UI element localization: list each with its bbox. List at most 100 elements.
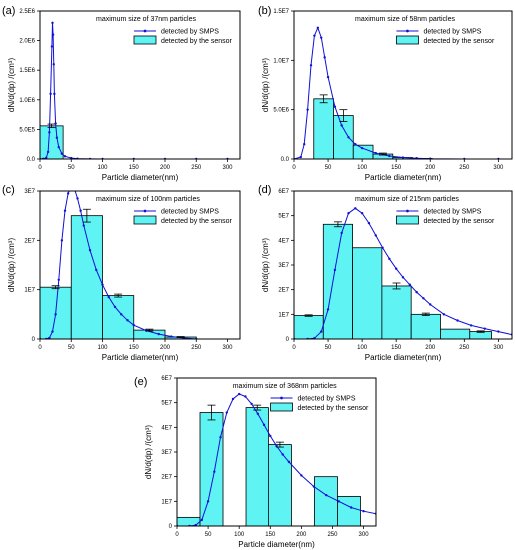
legend: detected by SMPS detected by the sensor [396,209,495,225]
error-bar [333,221,342,228]
y-tick-label: 1.0E6 [19,98,35,104]
x-tick-label: 100 [97,345,108,351]
y-tick-label: 5.0E6 [273,108,289,114]
smps-curve-point [256,412,260,415]
plot-area [40,21,229,159]
error-bar [47,123,56,129]
y-tick-label: 2E7 [24,238,35,244]
smps-curve-point [200,518,204,522]
y-tick-label: 5.0E5 [19,127,35,133]
x-tick-label: 200 [160,165,171,171]
smps-curve-point [70,156,73,159]
plot-frame [39,10,241,160]
x-tick-label: 100 [234,532,245,538]
smps-curve-point [213,470,216,473]
smps-curve-point [54,313,57,316]
smps-curve-point [269,434,272,438]
smps-curve-point [333,105,337,108]
smps-curve-point [340,124,343,127]
smps-curve-point [388,154,391,158]
histogram-bar [268,444,292,526]
y-tick-label: 3E7 [24,189,35,195]
error-bar [378,152,387,156]
y-tick-label: 1.0E7 [273,58,289,64]
smps-curve-point [57,278,60,281]
smps-curve-point [219,436,222,439]
plot-title: maximum size of 37nm particles [96,16,196,23]
smps-curve-point [48,336,51,339]
x-tick-label: 200 [160,345,171,351]
x-tick-label: 50 [205,532,212,538]
legend-label-smps: detected by SMPS [161,209,219,216]
x-tick-label: 150 [391,345,402,351]
smps-curve-point [244,395,247,398]
smps-curve-point [415,290,418,294]
smps-curve-point [401,156,405,159]
plot-area [177,392,376,526]
x-tick-label: 300 [493,345,504,351]
smps-curve-point [429,303,432,306]
y-axis-title: dN/d(dp) /(cm³) [144,425,153,480]
chart-panel-1: (a) 0 50 100 150 200 250 300 0.0 5.0E5 1.0E6 1.5E6 2… [2,5,241,182]
smps-curve-point [367,221,371,225]
smps-curve-point [287,460,291,464]
x-tick-label: 150 [129,345,140,351]
legend-bar-swatch [133,35,157,45]
smps-curve-point [422,297,425,300]
x-tick-label: 300 [493,165,504,171]
smps-curve-point [320,330,323,333]
smps-curve-point [408,283,412,286]
smps-curve-point [281,453,284,456]
smps-curve-point [275,444,278,448]
y-tick-label: 2E7 [161,475,172,481]
x-axis-title: Particle diameter(nm) [365,173,442,182]
legend-label-smps: detected by SMPS [161,29,219,36]
y-tick-label: 1.5E6 [19,68,35,74]
smps-curve-point [349,506,353,509]
histogram-bar [313,98,334,159]
x-tick-label: 50 [325,345,332,351]
histogram-bar [440,328,471,339]
smps-curve-point [313,34,316,37]
smps-curve-point [362,510,365,513]
legend-label-smps: detected by SMPS [423,29,481,36]
x-tick-label: 250 [459,345,470,351]
smps-curve-point [157,332,160,336]
panel-label: (c) [2,184,15,196]
smps-curve-point [337,500,340,503]
x-tick-label: 0 [292,165,296,171]
smps-curve-point [456,319,459,322]
histogram-bar [322,223,353,339]
legend: detected by SMPS detected by the sensor [133,209,232,225]
smps-curve-point [388,257,391,261]
x-tick-label: 250 [327,532,338,538]
y-tick-label: 0 [32,337,36,343]
x-tick-label: 300 [359,532,370,538]
smps-curve-point [57,145,60,149]
y-tick-label: 1E7 [161,499,172,505]
error-bar [421,312,430,316]
smps-curve-point [316,26,320,29]
smps-curve-point [50,45,54,48]
plot-title: maximum size of 215nm particles [355,196,459,203]
error-bar [392,282,401,290]
y-tick-label: 0.0 [27,157,36,163]
smps-curve-point [262,423,266,427]
error-bar [114,293,123,298]
legend-bar-swatch [270,402,293,412]
smps-curve-point [360,146,364,150]
smps-curve-point [52,63,55,66]
x-tick-label: 250 [191,165,202,171]
y-tick-label: 2.0E6 [19,39,35,45]
panel-label: (e) [134,376,147,388]
smps-curve-point [354,143,357,146]
panel-label: (b) [258,5,271,17]
smps-curve-point [237,392,241,396]
chart-panel-2: (b) 0 50 100 150 200 250 300 0.0 5.0E6 1.0E7 1.5E7 P… [258,5,513,182]
y-tick-label: 2.5E6 [19,9,35,15]
x-tick-label: 300 [222,165,233,171]
panel-label: (a) [2,5,15,17]
x-tick-label: 150 [265,532,276,538]
smps-curve-point [45,156,48,159]
smps-curve-point [63,209,67,212]
